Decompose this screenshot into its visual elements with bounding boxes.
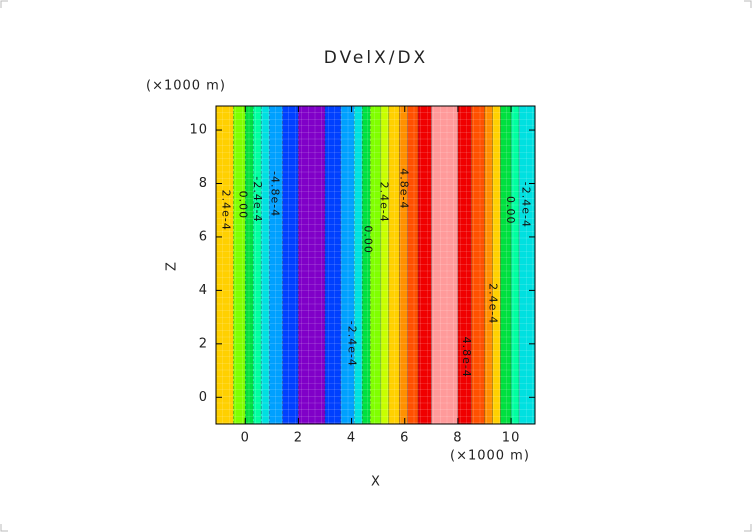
plot-area: 2.4e-4 0.00 -2.4e-4 -4.8e-4-2.4e-40.002.4e-…	[189, 105, 536, 446]
contour-band	[233, 106, 246, 424]
contour-band	[492, 106, 501, 424]
contour-band	[484, 106, 493, 424]
contour-band	[388, 106, 400, 424]
contour-band	[245, 106, 254, 424]
contour-band	[407, 106, 419, 424]
contour-band	[298, 106, 325, 424]
contour-band	[362, 106, 371, 424]
contour-band	[269, 106, 283, 424]
contour-label: 2.4e-4	[377, 182, 390, 223]
contour-band	[282, 106, 299, 424]
contour-label: -4.8e-4	[268, 171, 281, 217]
x-tick-label: 8	[453, 431, 462, 446]
plot-frame	[215, 105, 536, 425]
y-tick-label: 4	[199, 283, 208, 298]
contour-label: 2.4e-4	[219, 190, 232, 231]
contour-label: -2.4e-4	[251, 176, 264, 222]
contour-label: 2.4e-4	[486, 283, 499, 324]
y-unit: (×1000 m)	[146, 79, 226, 94]
x-axis-label: X	[371, 475, 381, 490]
chart-title: DVelX/DX	[324, 48, 428, 68]
contour-band	[418, 106, 432, 424]
x-tick-label: 2	[294, 431, 303, 446]
contour-band	[216, 106, 234, 424]
y-axis-label: Z	[165, 261, 180, 271]
x-tick-label: 10	[502, 431, 521, 446]
contour-label: 0.00	[237, 191, 250, 220]
contour-band	[340, 106, 355, 424]
contour-band	[431, 106, 458, 424]
x-tick-label: 6	[400, 431, 409, 446]
contour-label: 4.8e-4	[397, 168, 410, 209]
contour-band	[261, 106, 270, 424]
contour-band	[457, 106, 472, 424]
y-tick-label: 6	[199, 229, 208, 244]
contour-band	[519, 106, 535, 424]
contour-label: -2.4e-4	[520, 182, 533, 228]
contour-band	[253, 106, 262, 424]
x-unit: (×1000 m)	[450, 449, 530, 464]
contour-label: 0.00	[504, 196, 517, 225]
contour-band	[500, 106, 512, 424]
contour-label: 0.00	[362, 225, 375, 254]
y-tick-label: 8	[199, 176, 208, 191]
contour-band	[354, 106, 363, 424]
y-tick-label: 0	[199, 390, 208, 405]
contour-band	[380, 106, 389, 424]
contour-label: -2.4e-4	[346, 321, 359, 367]
y-tick-label: 10	[189, 123, 208, 138]
contour-band	[324, 106, 341, 424]
contour-label: 4.8e-4	[460, 337, 473, 378]
y-tick-label: 2	[199, 336, 208, 351]
x-tick-label: 4	[347, 431, 356, 446]
x-tick-label: 0	[241, 431, 250, 446]
contour-band	[471, 106, 485, 424]
contour-band	[511, 106, 520, 424]
contour-band	[399, 106, 408, 424]
contour-band	[370, 106, 381, 424]
